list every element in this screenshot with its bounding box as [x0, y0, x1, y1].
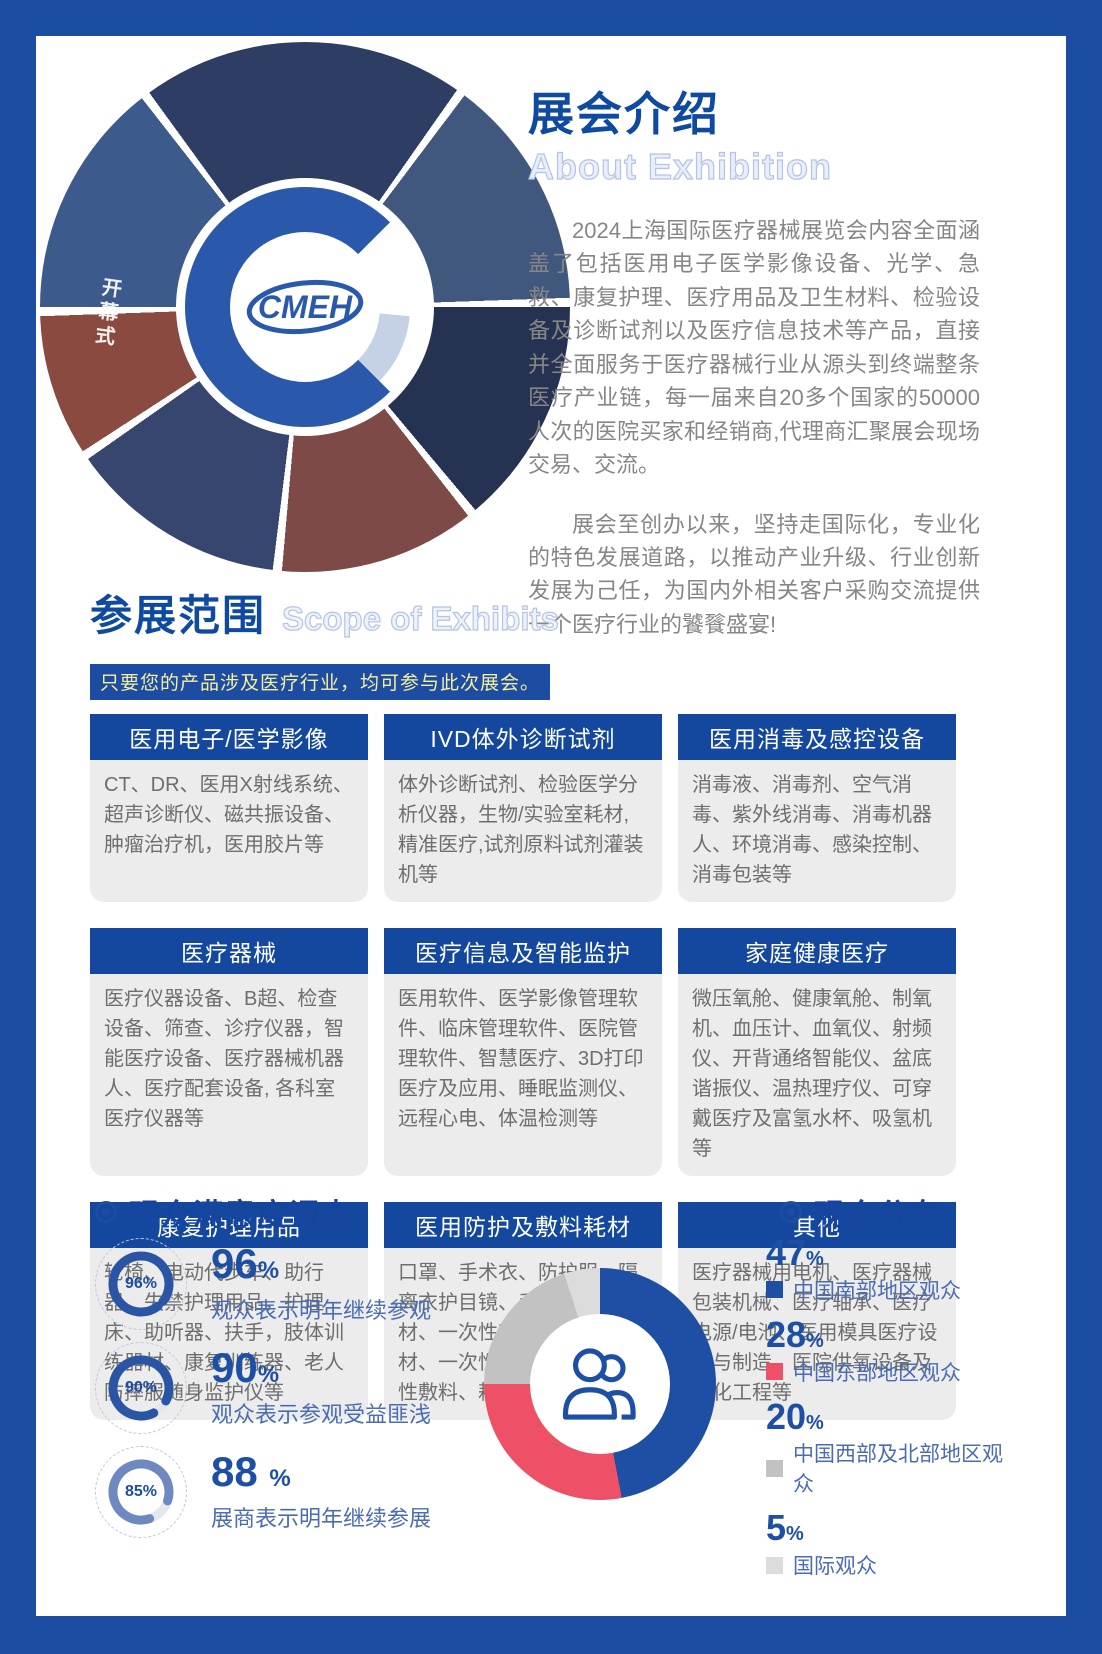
about-subtitle: About Exhibition	[527, 145, 832, 187]
gauge-center-label: 85%	[124, 1483, 158, 1500]
category-title: 家庭健康医疗	[678, 928, 956, 974]
satisfaction-section-header: 观众满意度调查	[95, 1190, 353, 1234]
gauge-ring-icon	[108, 1355, 174, 1421]
scope-banner: 只要您的产品涉及医疗行业，均可参与此次展会。	[90, 664, 551, 700]
gauge-ring-icon	[108, 1459, 174, 1525]
category-title: 医用防护及敷料耗材	[384, 1202, 662, 1248]
category-title: IVD体外诊断试剂	[384, 714, 662, 760]
scope-subtitle: Scope of Exhibits	[281, 599, 559, 637]
category-card: 医疗信息及智能监护 医用软件、医学影像管理软件、临床管理软件、医院管理软件、智慧…	[384, 928, 662, 1176]
category-card: IVD体外诊断试剂 体外诊断试剂、检验医学分析仪器，生物/实验室耗材,精准医疗,…	[384, 714, 662, 902]
category-body: 医用软件、医学影像管理软件、临床管理软件、医院管理软件、智慧医疗、3D打印医疗及…	[384, 974, 662, 1176]
gauge-90: 90%	[95, 1342, 187, 1434]
satisfaction-stat: 85% 88 % 展商表示明年继续参展	[95, 1446, 431, 1538]
satisfaction-stat: 90% 90% 观众表示参观受益匪浅	[95, 1342, 431, 1434]
legend-swatch	[766, 1281, 783, 1299]
legend-value: 5%	[766, 1507, 804, 1549]
gauge-dashed-circle	[95, 1446, 187, 1538]
legend-item: 47% 中国南部地区观众	[766, 1234, 1006, 1305]
stat-label: 观众表示参观受益匪浅	[211, 1402, 432, 1427]
category-card: 医用电子/医学影像 CT、DR、医用X射线系统、超声诊断仪、磁共振设备、肿瘤治疗…	[90, 714, 368, 902]
category-card: 医用消毒及感控设备 消毒液、消毒剂、空气消毒、紫外线消毒、消毒机器人、环境消毒、…	[678, 714, 956, 902]
scope-section-header: 参展范围 Scope of Exhibits	[90, 582, 559, 643]
photo-collage: 开幕式 CMEH	[40, 42, 570, 582]
stat-value: 96%	[211, 1240, 280, 1287]
about-paragraph-1: 2024上海国际医疗器械展览会内容全面涵盖了包括医用电子医学影像设备、光学、急救…	[528, 218, 980, 478]
category-title: 医用消毒及感控设备	[678, 714, 956, 760]
gauge-85: 85%	[95, 1446, 187, 1538]
stat-value: 88 %	[211, 1448, 291, 1495]
category-title: 其他	[678, 1202, 956, 1248]
category-card: 医疗器械 医疗仪器设备、B超、检查设备、筛查、诊疗仪器，智能医疗设备、医疗器械机…	[90, 928, 368, 1176]
cmeh-logo: CMEH	[230, 232, 380, 382]
satisfaction-stat: 96% 96% 观众表示明年继续参观	[95, 1238, 431, 1330]
scope-title: 参展范围	[90, 592, 267, 639]
category-body: 医疗仪器设备、B超、检查设备、筛查、诊疗仪器，智能医疗设备、医疗器械机器人、医疗…	[90, 974, 368, 1176]
legend-swatch	[766, 1556, 783, 1574]
distribution-title: 观众分布	[814, 1199, 942, 1232]
category-body: 体外诊断试剂、检验医学分析仪器，生物/实验室耗材,精准医疗,试剂原料试剂灌装机等	[384, 760, 662, 902]
legend-label: 国际观众	[793, 1555, 877, 1579]
legend-label: 中国东部地区观众	[793, 1361, 961, 1385]
legend-value: 28%	[766, 1313, 824, 1355]
legend-item: 20% 中国西部及北部地区观众	[766, 1395, 1006, 1499]
stat-value: 90%	[211, 1344, 280, 1391]
legend-swatch	[766, 1363, 783, 1381]
cmeh-logo-text: CMEH	[258, 289, 353, 325]
bullet-icon	[780, 1201, 802, 1223]
distribution-donut-hole	[530, 1314, 670, 1454]
category-card: 家庭健康医疗 微压氧舱、健康氧舱、制氧机、血压计、血氧仪、射频仪、开背通络智能仪…	[678, 928, 956, 1176]
bullet-icon	[95, 1201, 117, 1223]
stat-label: 展商表示明年继续参展	[211, 1506, 432, 1531]
about-paragraph-2: 展会至创办以来，坚持走国际化，专业化的特色发展道路，以推动产业升级、行业创新发展…	[528, 511, 980, 637]
legend-label: 中国南部地区观众	[793, 1279, 961, 1303]
category-title: 医疗信息及智能监护	[384, 928, 662, 974]
gauge-center-label: 90%	[124, 1379, 158, 1396]
satisfaction-title: 观众满意度调查	[129, 1199, 353, 1232]
gauge-96: 96%	[95, 1238, 187, 1330]
category-body: CT、DR、医用X射线系统、超声诊断仪、磁共振设备、肿瘤治疗机，医用胶片等	[90, 760, 368, 902]
gauge-dashed-circle	[95, 1342, 187, 1434]
gauge-dashed-circle	[95, 1238, 187, 1330]
people-icon	[562, 1348, 636, 1420]
gauge-ring-icon	[108, 1251, 174, 1317]
legend-value: 47%	[766, 1232, 824, 1273]
legend-label: 中国西部及北部地区观众	[793, 1443, 1003, 1497]
category-title: 医用电子/医学影像	[90, 714, 368, 760]
legend-item: 28% 中国东部地区观众	[766, 1313, 1006, 1387]
legend-swatch	[766, 1459, 783, 1477]
about-section: 展会介绍 About Exhibition 2024上海国际医疗器械展览会内容全…	[527, 78, 980, 641]
category-body: 消毒液、消毒剂、空气消毒、紫外线消毒、消毒机器人、环境消毒、感染控制、消毒包装等	[678, 760, 956, 902]
stat-label: 观众表示明年继续参观	[211, 1298, 432, 1323]
category-body: 微压氧舱、健康氧舱、制氧机、血压计、血氧仪、射频仪、开背通络智能仪、盆底谐振仪、…	[678, 974, 956, 1176]
gauge-center-label: 96%	[124, 1275, 158, 1292]
about-title: 展会介绍	[528, 88, 720, 140]
distribution-donut	[484, 1268, 716, 1500]
legend-item: 5% 国际观众	[766, 1509, 1006, 1580]
category-body: 医疗器械用电机、医疗器械包装机械、医疗轴承、医疗电源/电池、医用模具医疗设计与制…	[678, 1248, 956, 1420]
category-card: 其他 医疗器械用电机、医疗器械包装机械、医疗轴承、医疗电源/电池、医用模具医疗设…	[678, 1202, 956, 1420]
distribution-legend: 47% 中国南部地区观众 28% 中国东部地区观众 20% 中国西部及北部地区观…	[766, 1234, 1006, 1591]
distribution-section-header: 观众分布	[780, 1190, 942, 1234]
cmeh-logo-icon: CMEH	[246, 279, 364, 335]
legend-value: 20%	[766, 1395, 824, 1437]
category-title: 医疗器械	[90, 928, 368, 974]
